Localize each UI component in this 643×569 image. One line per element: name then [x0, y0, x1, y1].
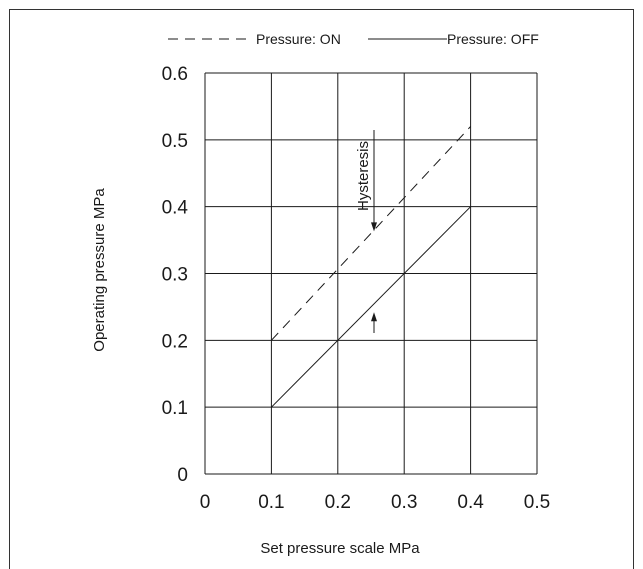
plot-grid	[204, 72, 538, 475]
y-tick-label: 0.4	[162, 198, 189, 219]
x-tick-label: 0.2	[325, 492, 351, 513]
y-tick-label: 0	[177, 465, 188, 486]
x-tick-label: 0.5	[524, 492, 550, 513]
series-line-pressure-off	[271, 206, 471, 408]
x-axis-label: Set pressure scale MPa	[260, 540, 420, 557]
x-tick-label: 0.4	[457, 492, 484, 513]
hysteresis-arrowhead-down	[371, 222, 377, 232]
chart-frame	[9, 9, 634, 569]
hysteresis-label: Hysteresis	[355, 141, 372, 211]
series-line-pressure-on	[271, 126, 471, 341]
data-lines	[271, 126, 471, 408]
y-tick-label: 0.6	[162, 64, 188, 85]
hysteresis-annotation: Hysteresis	[355, 130, 377, 333]
hysteresis-arrowhead-up	[371, 312, 377, 322]
y-tick-label: 0.1	[162, 398, 188, 419]
y-tick-label: 0.5	[162, 131, 188, 152]
tick-labels: 0 0.1 0.2 0.3 0.4 0.5 0 0.1 0.2 0.3 0.4 0.5 0.6	[162, 64, 551, 513]
y-tick-label: 0.2	[162, 331, 188, 352]
legend-label-on: Pressure: ON	[256, 31, 341, 47]
y-tick-label: 0.3	[162, 265, 188, 286]
legend-label-off: Pressure: OFF	[447, 31, 539, 47]
legend: Pressure: ON Pressure: OFF	[168, 31, 539, 47]
x-tick-label: 0.3	[391, 492, 417, 513]
x-tick-label: 0	[200, 492, 211, 513]
x-tick-label: 0.1	[258, 492, 284, 513]
y-axis-label: Operating pressure MPa	[91, 188, 108, 352]
